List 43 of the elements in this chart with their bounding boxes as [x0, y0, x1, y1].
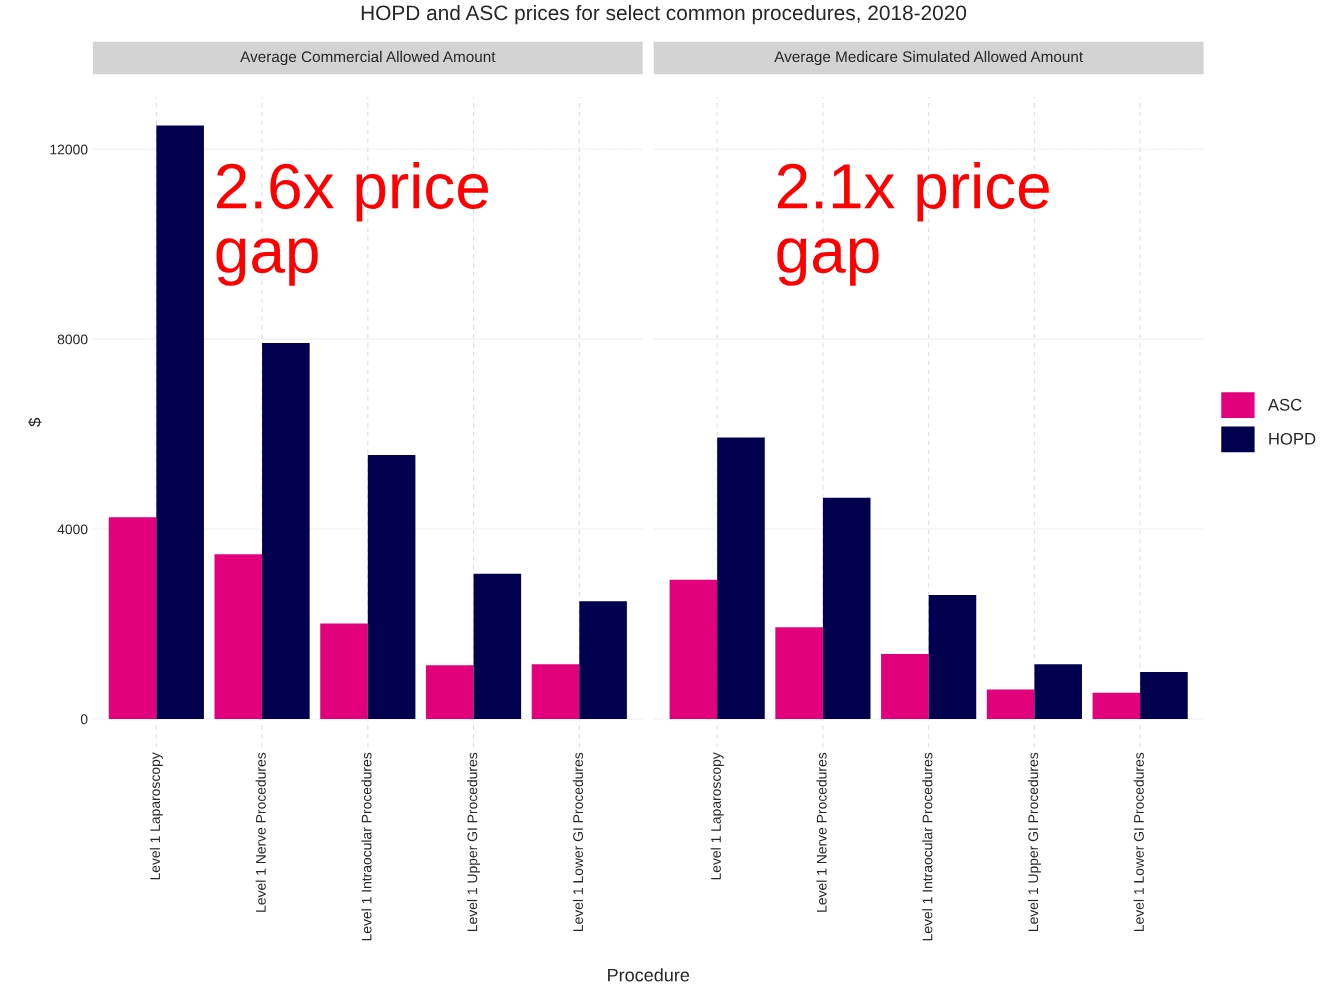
x-tick-label: Level 1 Nerve Procedures	[255, 752, 266, 912]
bar	[531, 664, 580, 719]
x-tick-label: Level 1 Nerve Procedures	[816, 752, 827, 912]
bar	[775, 627, 823, 719]
bar	[579, 601, 627, 719]
bar	[108, 517, 157, 719]
x-tick-label: Level 1 Lower GI Procedures	[1133, 752, 1144, 932]
legend-label: ASC	[1267, 398, 1302, 411]
x-tick-label: Level 1 Upper GI Procedures	[1027, 752, 1041, 932]
x-tick-label: Level 1 Upper GI Procedures	[467, 752, 481, 932]
bar	[669, 579, 718, 719]
annotation: 2.1x price gap	[777, 162, 1049, 286]
bar	[320, 623, 368, 719]
text: HOPD and ASC prices for select common procedures, 2018-2020	[361, 4, 967, 25]
bar	[822, 497, 871, 719]
bar	[928, 595, 977, 719]
bar	[425, 665, 474, 719]
bar	[1034, 664, 1082, 719]
x-tick-label: Level 1 Lower GI Procedures	[572, 752, 584, 932]
x-axis-title: Procedure	[608, 968, 690, 982]
chart-title: Average Commercial Allowed Amount	[240, 50, 496, 66]
y-tick-label: 8000	[57, 334, 88, 345]
x-tick-label: Level 1 Intraocular Procedures	[922, 752, 933, 941]
annotation: 2.6x price gap	[216, 162, 489, 286]
y-axis-title: $	[28, 417, 42, 427]
bar	[881, 653, 929, 719]
bar	[986, 689, 1035, 719]
bar	[367, 454, 416, 719]
bar	[473, 573, 522, 719]
x-tick-label: Level 1 Laparoscopy	[149, 752, 163, 880]
y-tick-label: 4000	[57, 524, 88, 535]
chart-title: Average Medicare Simulated Allowed Amount	[774, 50, 1083, 66]
bar	[156, 125, 204, 719]
y-tick-label: 0	[80, 714, 88, 725]
y-tick-label: 12000	[50, 144, 88, 155]
x-tick-label: Level 1 Laparoscopy	[710, 752, 724, 880]
bar	[1092, 692, 1141, 719]
bar	[214, 554, 263, 719]
x-tick-label: Level 1 Intraocular Procedures	[361, 752, 372, 941]
bar	[262, 342, 310, 719]
bar	[1140, 671, 1188, 719]
legend-label: HOPD	[1269, 432, 1316, 445]
bar	[717, 437, 765, 719]
